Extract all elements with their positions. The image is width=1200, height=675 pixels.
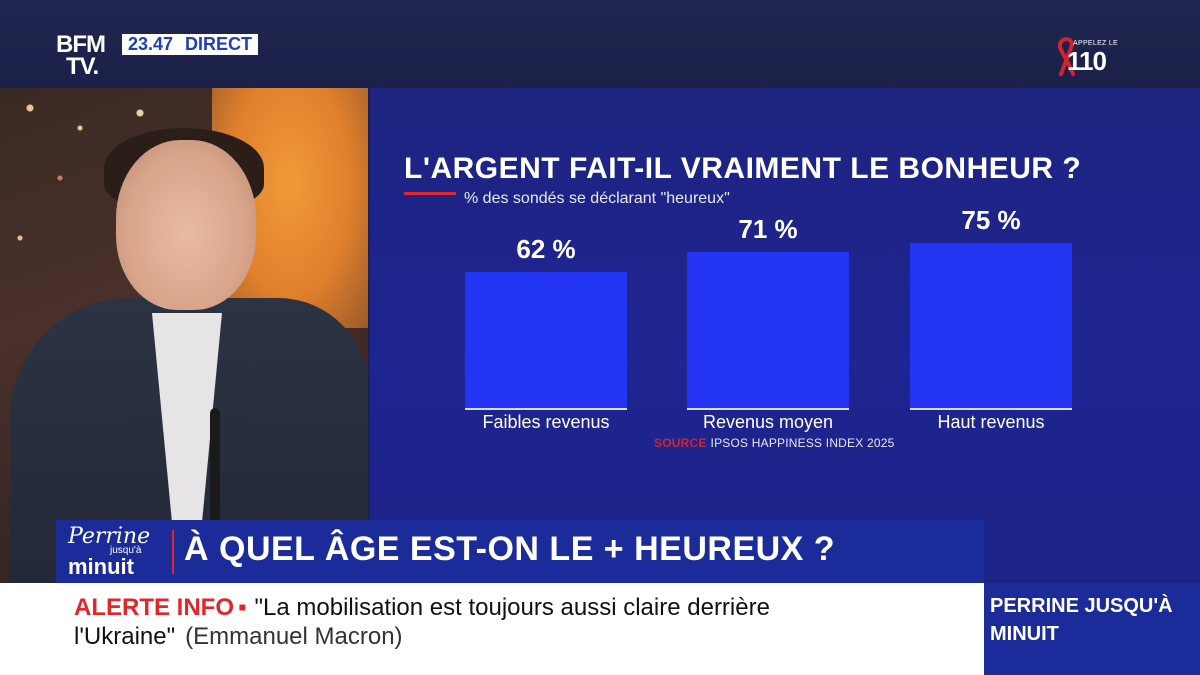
awareness-ribbon-icon bbox=[1058, 37, 1075, 76]
lower-third-headline: À QUEL ÂGE EST-ON LE + HEUREUX ? bbox=[184, 530, 836, 568]
chart-source: SOURCE IPSOS HAPPINESS INDEX 2025 bbox=[654, 436, 895, 450]
alert-label: ALERTE INFO bbox=[74, 594, 234, 621]
source-text: IPSOS HAPPINESS INDEX 2025 bbox=[710, 436, 895, 450]
clock-time: 23.47 bbox=[128, 34, 174, 54]
hotline-badge: APPELEZ LE 110 bbox=[1047, 30, 1127, 80]
microphone-icon bbox=[210, 408, 220, 588]
alert-line-2: l'Ukraine" (Emmanuel Macron) bbox=[74, 623, 403, 651]
show-logo: Perrine jusqu'à minuit bbox=[60, 524, 168, 580]
bar-baseline bbox=[687, 408, 849, 410]
title-accent-line bbox=[404, 192, 456, 195]
bar-value-label: 75 % bbox=[961, 205, 1021, 235]
live-label: DIRECT bbox=[185, 34, 253, 54]
bar-group: 71 % Revenus moyen bbox=[687, 88, 849, 432]
show-logo-small: jusqu'à bbox=[110, 545, 142, 556]
alert-quote-part1: "La mobilisation est toujours aussi clai… bbox=[254, 594, 770, 621]
lower-third-band bbox=[56, 520, 984, 583]
hotline-small-text: APPELEZ LE bbox=[1073, 40, 1119, 47]
bar bbox=[465, 271, 627, 408]
chart-title: L'ARGENT FAIT-IL VRAIMENT LE BONHEUR ? bbox=[404, 152, 1082, 185]
program-name-line1: PERRINE JUSQU'À bbox=[990, 595, 1173, 617]
show-logo-name: Perrine bbox=[68, 524, 151, 549]
alert-line-1: ALERTE INFO ▪ "La mobilisation est toujour… bbox=[74, 594, 770, 622]
bar-value-label: 71 % bbox=[738, 213, 798, 244]
bar-baseline bbox=[465, 408, 627, 410]
channel-logo-line1: BFM bbox=[56, 31, 106, 58]
channel-logo-line2: TV. bbox=[66, 53, 99, 81]
hotline-number: 110 bbox=[1067, 46, 1107, 76]
channel-logo: BFM TV. bbox=[56, 31, 116, 84]
show-logo-big: minuit bbox=[68, 554, 134, 579]
bar-category-label: Haut revenus bbox=[937, 412, 1045, 432]
alert-separator-icon: ▪ bbox=[238, 594, 247, 621]
program-name-line2: MINUIT bbox=[990, 623, 1059, 645]
bar-value-label: 62 % bbox=[516, 233, 576, 264]
bar-category-label: Revenus moyen bbox=[702, 412, 834, 432]
lower-third-separator bbox=[172, 530, 174, 574]
top-bar: BFM TV. 23.47 DIRECT APPELEZ LE 110 bbox=[0, 0, 1200, 88]
alert-ticker: ALERTE INFO ▪ "La mobilisation est toujour… bbox=[0, 583, 984, 675]
bar-group: 62 % Faibles revenus bbox=[465, 88, 627, 432]
bar bbox=[910, 243, 1072, 408]
bar-group: 75 % Haut revenus bbox=[910, 88, 1072, 432]
graphic-panel: L'ARGENT FAIT-IL VRAIMENT LE BONHEUR ? %… bbox=[370, 88, 1200, 588]
alert-quote-part2: l'Ukraine" bbox=[74, 623, 176, 650]
camera-feed bbox=[0, 88, 368, 588]
bar bbox=[687, 251, 849, 408]
bar-category-label: Faibles revenus bbox=[482, 412, 610, 432]
source-label: SOURCE bbox=[654, 436, 707, 450]
chart-subtitle: % des sondés se déclarant "heureux" bbox=[464, 190, 730, 207]
presenter-face bbox=[116, 140, 256, 310]
live-clock-badge: 23.47 DIRECT bbox=[122, 34, 259, 55]
bar-baseline bbox=[910, 408, 1072, 410]
alert-author: (Emmanuel Macron) bbox=[185, 623, 403, 650]
program-name-box: PERRINE JUSQU'À MINUIT bbox=[984, 583, 1200, 675]
